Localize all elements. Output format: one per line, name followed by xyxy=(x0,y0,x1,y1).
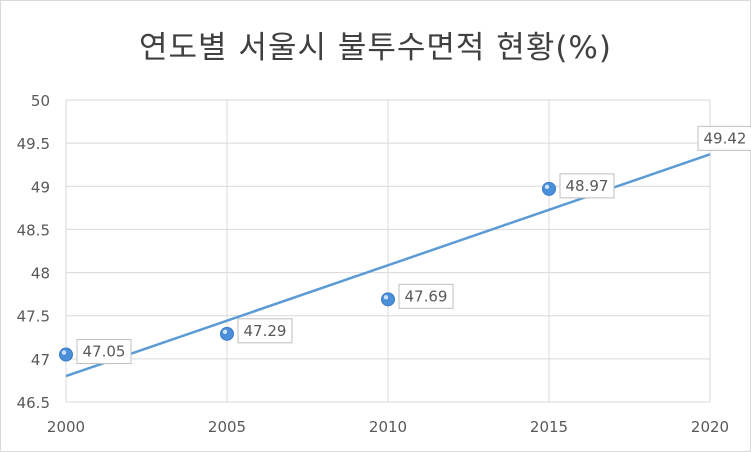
data-label-box xyxy=(76,339,132,365)
data-point xyxy=(542,181,556,196)
x-tick-label: 2015 xyxy=(530,418,568,436)
data-point xyxy=(220,326,234,341)
data-point-highlight xyxy=(383,295,389,300)
data-point xyxy=(381,292,395,307)
data-label: 47.05 xyxy=(83,343,126,361)
y-tick-label: 48 xyxy=(31,265,50,283)
chart-title: 연도별 서울시 불투수면적 현황(%) xyxy=(139,30,612,66)
y-tick-label: 47.5 xyxy=(17,308,50,326)
y-tick-label: 48.5 xyxy=(17,221,50,239)
x-tick-label: 2000 xyxy=(47,418,85,436)
data-point-highlight xyxy=(222,329,228,335)
y-tick-label: 46.5 xyxy=(17,394,50,412)
trendline-end-label: 49.42 xyxy=(704,129,747,147)
data-label-box xyxy=(398,283,454,309)
x-tick-label: 2005 xyxy=(208,418,246,436)
data-label-box xyxy=(559,173,615,199)
data-point-highlight xyxy=(61,350,67,355)
data-point xyxy=(59,347,73,362)
data-label: 48.97 xyxy=(566,177,609,195)
data-point-highlight xyxy=(544,184,550,190)
x-tick-label: 2020 xyxy=(691,418,729,436)
y-tick-label: 50 xyxy=(31,92,50,110)
data-label-box xyxy=(237,318,293,344)
data-label: 47.69 xyxy=(405,287,448,305)
trendline-end-label-box xyxy=(697,125,751,151)
data-label: 47.29 xyxy=(244,322,287,340)
y-tick-label: 47 xyxy=(31,351,50,369)
y-tick-label: 49 xyxy=(31,178,50,196)
y-tick-label: 49.5 xyxy=(17,135,50,153)
x-tick-label: 2010 xyxy=(369,418,407,436)
